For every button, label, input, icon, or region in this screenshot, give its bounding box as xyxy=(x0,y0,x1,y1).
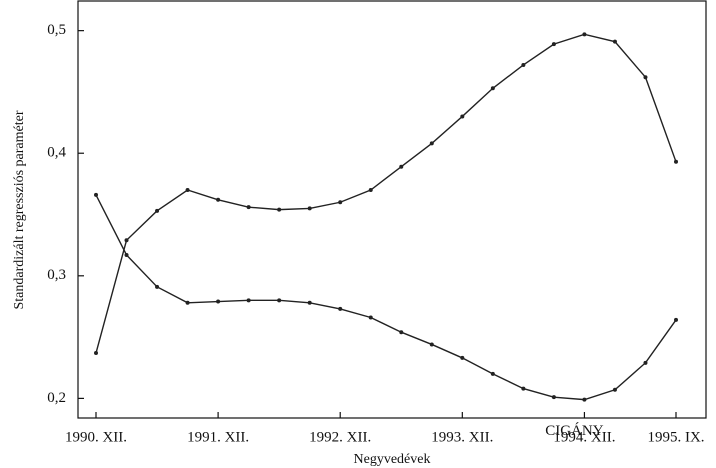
point xyxy=(246,298,251,303)
x-tick-label: 1992. XII. xyxy=(309,429,371,445)
point xyxy=(490,86,495,91)
point xyxy=(582,397,587,402)
point xyxy=(674,317,678,322)
point xyxy=(551,395,556,400)
point xyxy=(277,207,282,212)
point xyxy=(429,141,434,146)
point xyxy=(124,252,129,257)
point xyxy=(643,75,648,80)
point xyxy=(643,360,648,365)
point xyxy=(185,300,190,305)
y-tick-label: 0,5 xyxy=(47,22,66,38)
point xyxy=(582,32,587,37)
y-axis-label: Standardizált regressziós paraméter xyxy=(12,110,27,309)
series-label: CIGÁNY xyxy=(545,422,603,439)
line xyxy=(95,33,677,354)
x-tick-label: 1990. XII. xyxy=(65,429,127,445)
point xyxy=(338,200,343,205)
y-tick-label: 0,2 xyxy=(47,390,66,406)
point xyxy=(399,164,404,169)
point xyxy=(490,371,495,376)
point xyxy=(521,62,526,67)
point xyxy=(521,386,526,391)
point xyxy=(460,114,465,119)
line xyxy=(95,194,677,401)
point xyxy=(94,192,98,197)
point xyxy=(674,159,678,164)
point xyxy=(246,205,251,210)
point xyxy=(155,208,160,213)
point xyxy=(277,298,282,303)
point xyxy=(368,188,373,192)
x-axis-label: Negyvedévek xyxy=(354,452,431,467)
point xyxy=(460,355,465,360)
x-tick-label: 1991. XII. xyxy=(187,429,249,445)
point xyxy=(612,387,617,392)
point xyxy=(307,206,312,211)
plot-frame xyxy=(77,0,707,419)
point xyxy=(338,306,343,311)
point xyxy=(551,42,556,47)
point xyxy=(612,39,617,44)
point xyxy=(124,238,129,243)
x-tick-label: 1995. IX. xyxy=(647,429,704,445)
point xyxy=(307,300,312,305)
point xyxy=(216,299,221,304)
point xyxy=(155,284,160,289)
x-tick-label: 1994. XII. xyxy=(553,429,615,445)
point xyxy=(185,188,190,192)
point xyxy=(368,315,373,320)
y-tick-label: 0,4 xyxy=(47,145,66,161)
x-tick-label: 1993. XII. xyxy=(431,429,493,445)
point xyxy=(429,342,434,347)
point xyxy=(94,351,98,356)
point xyxy=(216,197,221,202)
y-tick-label: 0,3 xyxy=(47,267,66,283)
point xyxy=(399,330,404,335)
